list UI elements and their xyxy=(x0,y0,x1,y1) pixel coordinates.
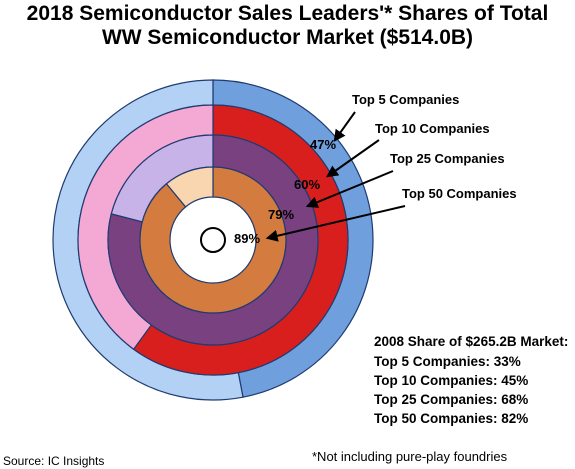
ring-rest-top-50-companies xyxy=(165,166,214,208)
callout-arrow-top-50-companies xyxy=(265,205,406,242)
callout-arrow-top-10-companies xyxy=(326,139,380,178)
callout-arrow-top-25-companies xyxy=(305,170,394,208)
source-text: Source: IC Insights xyxy=(3,454,105,468)
center-hole xyxy=(200,227,226,253)
chart-title-line1: 2018 Semiconductor Sales Leaders'* Share… xyxy=(26,2,549,25)
callout-top-10-companies: Top 10 Companies xyxy=(375,121,490,136)
callout-arrow-top-5-companies xyxy=(333,111,356,142)
note-line-top25: Top 25 Companies: 68% xyxy=(374,392,529,407)
note-line-top10: Top 10 Companies: 45% xyxy=(374,373,529,388)
callout-top-5-companies: Top 5 Companies xyxy=(352,92,459,107)
chart-title-line2: WW Semiconductor Market ($514.0B) xyxy=(101,26,474,49)
ring-share-top-50-companies xyxy=(139,166,287,314)
callout-top-50-companies: Top 50 Companies xyxy=(402,186,517,201)
ring-label-top-25-companies: 79% xyxy=(268,207,294,222)
note-heading: 2008 Share of $265.2B Market: xyxy=(374,334,569,349)
note-line-top5: Top 5 Companies: 33% xyxy=(374,354,521,369)
footnote-text: *Not including pure-play foundries xyxy=(312,449,508,464)
callout-top-25-companies: Top 25 Companies xyxy=(390,151,505,166)
note-line-top50: Top 50 Companies: 82% xyxy=(374,411,529,426)
ring-label-top-10-companies: 60% xyxy=(294,177,320,192)
ring-label-top-5-companies: 47% xyxy=(310,137,336,152)
ring-label-top-50-companies: 89% xyxy=(234,231,260,246)
